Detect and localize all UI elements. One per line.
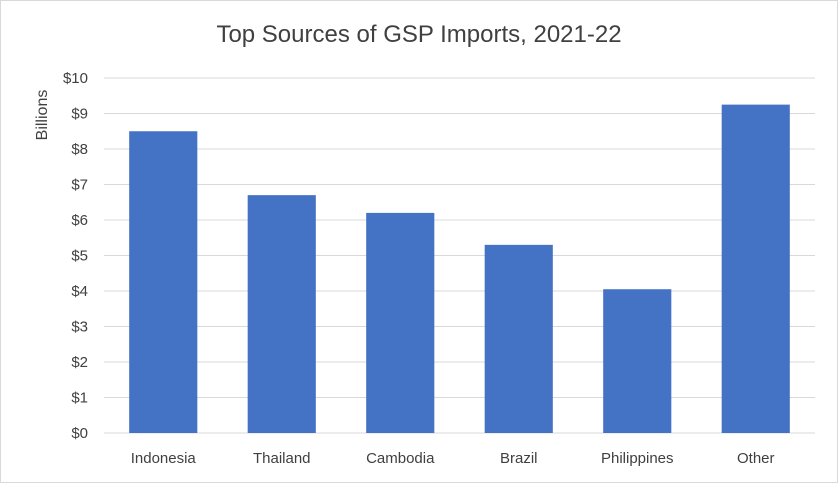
y-tick-label: $4 [71,283,88,300]
y-tick-label: $10 [63,70,88,87]
y-tick-label: $2 [71,354,88,371]
bar-philippines [603,289,672,433]
x-tick-label: Other [737,450,775,467]
y-axis-ticks: $0 $1 $2 $3 $4 $5 $6 $7 $8 $9 $10 [63,70,88,442]
y-tick-label: $1 [71,390,88,407]
x-axis-ticks: Indonesia Thailand Cambodia Brazil Philippin… [131,450,775,467]
bar-thailand [247,195,316,433]
x-tick-label: Thailand [253,450,311,467]
x-tick-label: Philippines [601,450,674,467]
bar-cambodia [366,212,435,433]
x-tick-label: Brazil [500,450,538,467]
y-tick-label: $5 [71,248,88,265]
x-tick-label: Cambodia [366,450,435,467]
x-tick-label: Indonesia [131,450,197,467]
y-tick-label: $9 [71,106,88,123]
y-axis-title: Billions [34,90,51,141]
y-tick-label: $8 [71,141,88,158]
bar-brazil [484,244,553,433]
gridlines [104,77,815,434]
bar-indonesia [129,131,198,433]
y-tick-label: $7 [71,177,88,194]
y-tick-label: $6 [71,212,88,229]
y-tick-label: $0 [71,425,88,442]
bar-other [721,104,790,433]
y-tick-label: $3 [71,319,88,336]
bars [129,104,790,433]
chart-title: Top Sources of GSP Imports, 2021-22 [216,21,622,48]
